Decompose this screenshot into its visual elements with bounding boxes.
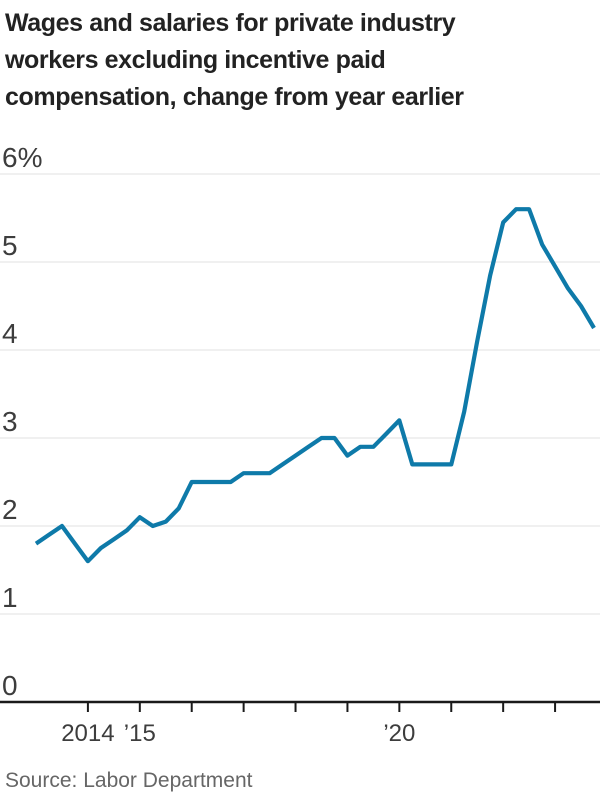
y-axis-label: 1 <box>2 582 18 613</box>
line-chart: 0 1 2 3 4 5 6% 2014 ’15 ’20 <box>0 142 600 747</box>
chart-title-line-2: workers excluding incentive paid <box>5 46 386 74</box>
y-axis-label: 5 <box>2 230 18 261</box>
y-axis-label: 2 <box>2 494 18 525</box>
x-axis-label: ’15 <box>124 720 156 747</box>
chart-title: Wages and salaries for private industry … <box>5 5 464 116</box>
y-axis-label: 6% <box>2 142 42 173</box>
data-line-series <box>34 207 596 564</box>
y-axis-label: 4 <box>2 318 18 349</box>
x-axis-label: ’20 <box>383 720 415 747</box>
y-axis-label: 0 <box>2 670 18 701</box>
chart-title-line-3: compensation, change from year earlier <box>5 83 464 111</box>
y-axis-label: 3 <box>2 406 18 437</box>
chart-title-line-1: Wages and salaries for private industry <box>5 9 456 37</box>
x-axis-label: 2014 <box>61 720 114 747</box>
source-note: Source: Labor Department <box>5 769 253 792</box>
